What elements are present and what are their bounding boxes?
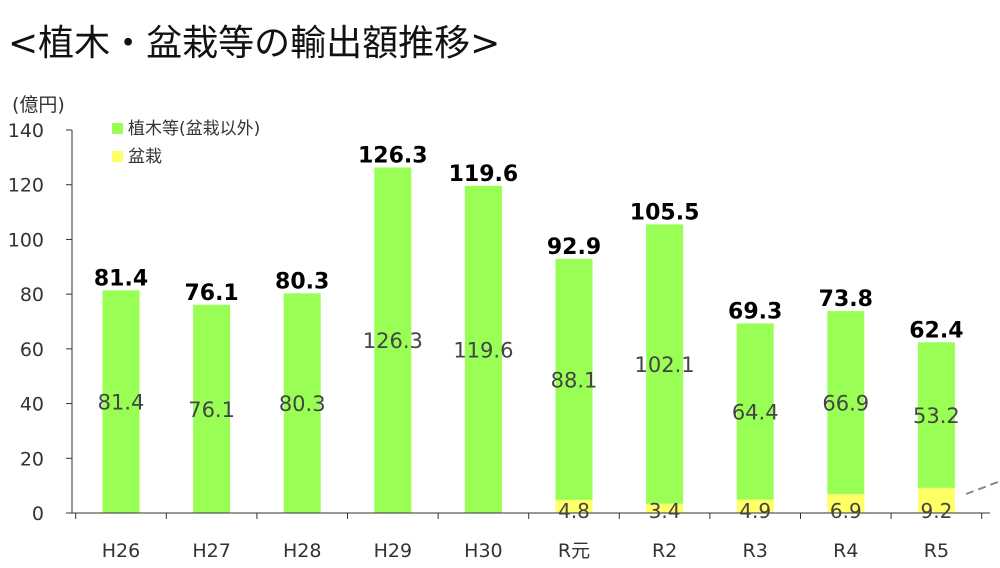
data-label-bonsai: 3.4	[649, 499, 681, 523]
data-label-total: 126.3	[358, 143, 428, 168]
legend-label-plants: 植木等(盆栽以外)	[128, 119, 260, 139]
bar-plants	[283, 293, 321, 513]
x-tick-label: R元	[558, 540, 590, 562]
x-tick-label: R4	[833, 540, 858, 562]
data-label-bonsai: 6.9	[830, 499, 862, 523]
data-label-total: 62.4	[909, 318, 963, 343]
data-label-total: 76.1	[184, 281, 238, 306]
x-tick-label: R5	[924, 540, 949, 562]
data-label-total: 73.8	[819, 287, 873, 312]
x-tick-label: R3	[743, 540, 768, 562]
data-label-plants: 88.1	[551, 368, 598, 392]
y-tick-label: 40	[20, 394, 44, 416]
legend-label-bonsai: 盆栽	[128, 147, 162, 167]
bar-plants	[193, 304, 231, 513]
data-label-total: 80.3	[275, 269, 329, 294]
data-label-total: 105.5	[630, 200, 700, 225]
callout-line	[965, 481, 999, 495]
y-tick-label: 60	[20, 339, 44, 361]
bar-bonsai	[646, 503, 684, 513]
bar-plants	[646, 224, 684, 504]
data-label-bonsai: 4.9	[739, 499, 771, 523]
y-tick-label: 140	[8, 120, 44, 142]
x-tick-label: H28	[283, 540, 321, 562]
data-label-plants: 53.2	[913, 404, 960, 428]
x-tick-label: H29	[374, 540, 412, 562]
y-tick-label: 100	[8, 229, 44, 251]
y-tick-label: 20	[20, 448, 44, 470]
data-label-plants: 126.3	[363, 329, 423, 353]
bar-bonsai	[555, 499, 593, 513]
data-label-total: 81.4	[94, 266, 148, 291]
data-label-plants: 119.6	[453, 338, 513, 362]
data-label-plants: 80.3	[279, 392, 326, 416]
bar-plants	[917, 342, 955, 488]
data-label-total: 92.9	[547, 235, 601, 260]
bar-plants	[102, 290, 140, 513]
bar-bonsai	[827, 494, 865, 513]
x-tick-label: R2	[652, 540, 677, 562]
data-label-total: 69.3	[728, 299, 782, 324]
legend-swatch-plants	[112, 123, 123, 134]
data-label-plants: 81.4	[98, 391, 145, 415]
y-tick-label: 80	[20, 284, 44, 306]
bar-bonsai	[736, 499, 774, 513]
x-tick-label: H26	[102, 540, 140, 562]
data-label-total: 119.6	[449, 162, 519, 187]
bar-plants	[374, 167, 412, 513]
data-label-plants: 66.9	[822, 392, 869, 416]
page-title: <植木・盆栽等の輸出額推移>	[8, 23, 501, 64]
data-label-plants: 76.1	[188, 398, 235, 422]
bar-plants	[464, 185, 502, 513]
y-tick-label: 0	[32, 503, 44, 525]
y-axis-label: (億円)	[12, 94, 65, 116]
data-label-plants: 102.1	[635, 353, 695, 377]
bar-plants	[736, 323, 774, 500]
bar-bonsai	[917, 487, 955, 513]
x-tick-label: H30	[464, 540, 502, 562]
bar-plants	[827, 311, 865, 495]
x-tick-label: H27	[192, 540, 230, 562]
y-tick-label: 120	[8, 175, 44, 197]
bar-plants	[555, 258, 593, 500]
data-label-bonsai: 4.8	[558, 499, 590, 523]
legend-swatch-bonsai	[112, 151, 123, 162]
data-label-plants: 64.4	[732, 401, 779, 425]
data-label-bonsai: 9.2	[920, 499, 952, 523]
